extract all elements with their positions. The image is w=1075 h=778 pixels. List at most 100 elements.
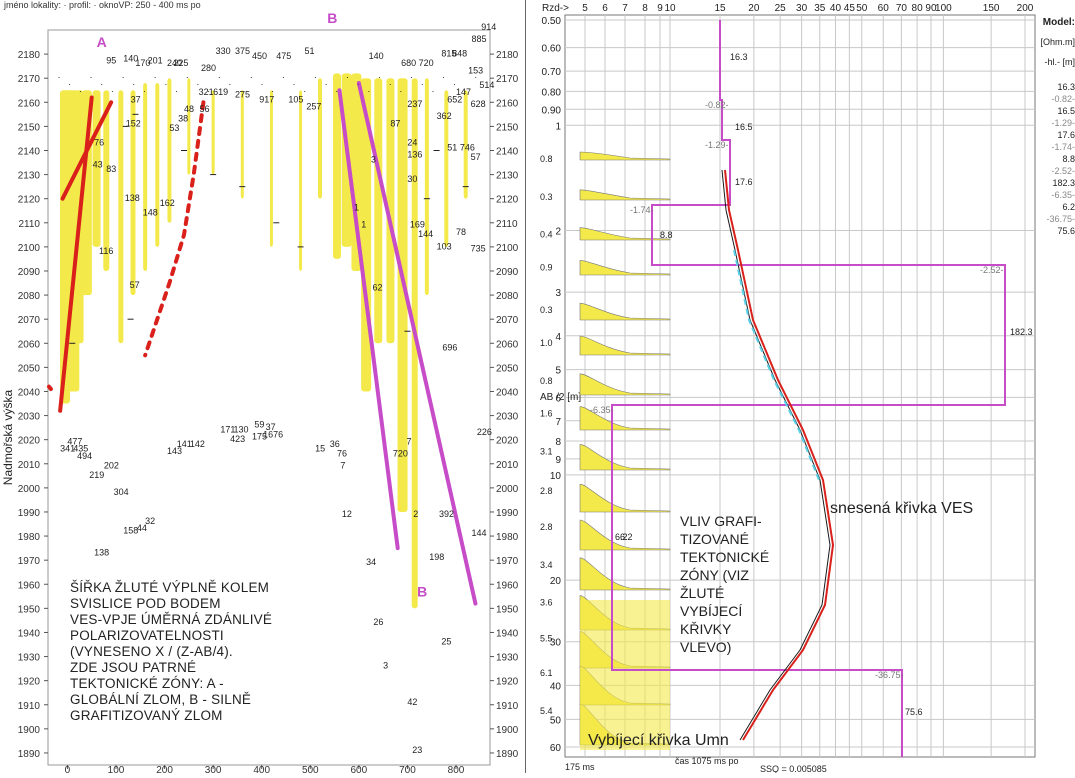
station-value-label: 116 bbox=[99, 246, 113, 256]
x-tick-label: 100 bbox=[108, 765, 125, 773]
yellow-polarizability-column bbox=[143, 83, 147, 271]
y-tick-label-left: 2160 bbox=[18, 98, 41, 109]
ab2-tick-label: 0.50 bbox=[542, 16, 562, 27]
station-value-label: 1676 bbox=[263, 429, 283, 439]
station-value-label: 746 bbox=[460, 142, 475, 152]
station-value-label: 162 bbox=[160, 198, 175, 208]
station-value-label: 142 bbox=[190, 439, 205, 449]
station-value-label: 696 bbox=[442, 343, 457, 353]
top-tick-label: 10 bbox=[664, 3, 676, 14]
top-station-clutter: . bbox=[282, 70, 285, 80]
footer-start-time: 175 ms bbox=[565, 762, 595, 772]
station-value-label: 7 bbox=[340, 461, 345, 471]
y-tick-label-right: 2090 bbox=[496, 267, 519, 278]
station-value-label: 257 bbox=[306, 102, 321, 112]
model-value: -6.35- bbox=[1051, 190, 1075, 200]
yellow-polarizability-column bbox=[374, 78, 382, 343]
top-station-clutter: . bbox=[68, 77, 71, 87]
top-station-clutter: . bbox=[400, 84, 403, 94]
top-station-clutter: . bbox=[293, 77, 296, 87]
top-tick-label: 50 bbox=[856, 3, 868, 14]
station-value-label: 3 bbox=[371, 155, 376, 165]
y-tick-label-right: 1900 bbox=[496, 725, 519, 736]
ab2-tick-label: 0.80 bbox=[542, 87, 562, 98]
y-tick-label-left: 2110 bbox=[18, 219, 40, 230]
station-value-label: 143 bbox=[167, 446, 182, 456]
layer-boundary-label: -1.74- bbox=[630, 205, 654, 215]
station-value-label: 23 bbox=[412, 745, 422, 755]
top-tick-label: 35 bbox=[814, 3, 826, 14]
y-tick-label-left: 1950 bbox=[18, 604, 41, 615]
station-value-label: 321 bbox=[199, 87, 214, 97]
discharge-fill bbox=[580, 600, 670, 750]
yellow-polarizability-column bbox=[241, 90, 244, 198]
layer-resistivity-label: 6.2 bbox=[620, 532, 633, 542]
discharge-value: 2.8 bbox=[540, 522, 553, 532]
model-value: -0.82- bbox=[1051, 94, 1075, 104]
model-value: -1.29- bbox=[1051, 118, 1075, 128]
ab2-tick-label: 3 bbox=[555, 288, 561, 299]
y-tick-label-left: 1910 bbox=[18, 701, 41, 712]
y-tick-label-left: 2040 bbox=[18, 387, 41, 398]
discharge-value: 0.8 bbox=[540, 376, 553, 386]
top-tick-label: 30 bbox=[796, 3, 808, 14]
discharge-value: 0.4 bbox=[540, 230, 553, 240]
ab2-tick-label: 60 bbox=[550, 743, 562, 754]
y-tick-label-right: 2040 bbox=[496, 387, 519, 398]
top-station-clutter: . bbox=[453, 77, 456, 87]
station-value-label: 34 bbox=[366, 557, 376, 567]
model-value: -1.74- bbox=[1051, 142, 1075, 152]
discharge-value: 6.1 bbox=[540, 668, 553, 678]
station-value-label: 226 bbox=[477, 427, 492, 437]
station-value-label: 917 bbox=[259, 94, 274, 104]
discharge-value: 3.4 bbox=[540, 560, 553, 570]
ab2-tick-label: 7 bbox=[555, 417, 561, 428]
top-station-clutter: . bbox=[421, 77, 424, 87]
top-tick-label: 5 bbox=[582, 3, 588, 14]
layer-boundary-label: -1.29- bbox=[705, 140, 729, 150]
model-header: Model: bbox=[1043, 17, 1075, 28]
station-value-label: 32 bbox=[145, 516, 155, 526]
station-value-label: 62 bbox=[372, 282, 382, 292]
top-tick-label: 7 bbox=[622, 3, 628, 14]
top-station-clutter: . bbox=[100, 77, 103, 87]
station-value-label: 51 bbox=[447, 142, 457, 152]
y-tick-label-left: 2090 bbox=[18, 267, 41, 278]
station-value-label: 136 bbox=[407, 150, 422, 160]
station-value-label: 885 bbox=[472, 34, 487, 44]
station-value-label: 450 bbox=[252, 51, 267, 61]
station-value-label: 1 bbox=[354, 203, 359, 213]
fault-a-dashed-curve bbox=[145, 102, 203, 355]
y-tick-label-left: 2070 bbox=[18, 315, 41, 326]
model-value: 8.8 bbox=[1062, 154, 1075, 164]
layer-resistivity-label: 16.5 bbox=[735, 122, 753, 132]
station-value-label: 140 bbox=[369, 51, 384, 61]
station-value-label: 619 bbox=[213, 87, 228, 97]
yellow-polarizability-column bbox=[318, 78, 322, 198]
station-value-label: 152 bbox=[126, 118, 141, 128]
y-tick-label-left: 1970 bbox=[18, 556, 41, 567]
station-value-label: 36 bbox=[330, 439, 340, 449]
layer-resistivity-label: 17.6 bbox=[735, 177, 753, 187]
station-value-label: 38 bbox=[178, 114, 188, 124]
top-station-clutter: . bbox=[79, 84, 82, 94]
station-value-label: 144 bbox=[472, 528, 487, 538]
y-tick-label-left: 1920 bbox=[18, 677, 41, 688]
model-value: 16.3 bbox=[1057, 82, 1075, 92]
top-station-clutter: . bbox=[90, 70, 93, 80]
y-tick-label-right: 1940 bbox=[496, 628, 519, 639]
y-tick-label-right: 2110 bbox=[496, 219, 518, 230]
y-tick-label-left: 2170 bbox=[18, 74, 41, 85]
y-tick-label-right: 1890 bbox=[496, 749, 519, 760]
station-value-label: 735 bbox=[471, 244, 486, 254]
station-value-label: 148 bbox=[143, 208, 158, 218]
yellow-polarizability-column bbox=[187, 78, 190, 174]
y-tick-label-right: 2130 bbox=[496, 171, 519, 182]
left-header: jméno lokality: · profil: · oknoVP: 250 … bbox=[4, 0, 201, 10]
station-value-label: 83 bbox=[106, 164, 116, 174]
top-tick-label: 15 bbox=[714, 3, 726, 14]
station-value-label: 3 bbox=[383, 661, 388, 671]
model-value: 75.6 bbox=[1057, 226, 1075, 236]
y-tick-label-right: 1960 bbox=[496, 580, 519, 591]
